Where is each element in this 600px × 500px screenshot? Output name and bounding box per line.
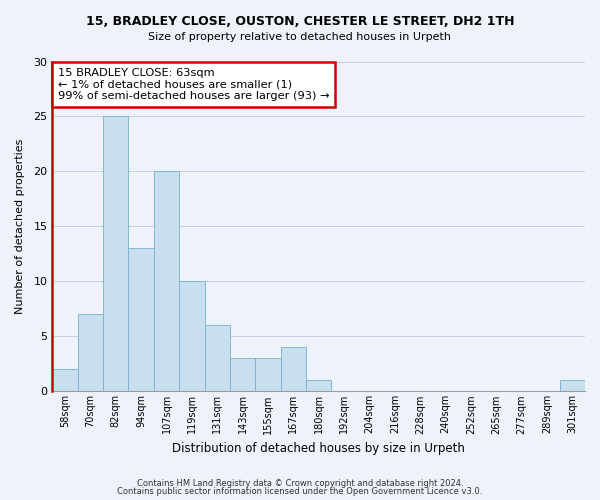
Text: Size of property relative to detached houses in Urpeth: Size of property relative to detached ho… [149,32,452,42]
Text: 15, BRADLEY CLOSE, OUSTON, CHESTER LE STREET, DH2 1TH: 15, BRADLEY CLOSE, OUSTON, CHESTER LE ST… [86,15,514,28]
Text: Contains public sector information licensed under the Open Government Licence v3: Contains public sector information licen… [118,487,482,496]
Bar [255,358,281,392]
Bar [281,348,306,392]
Bar [154,172,179,392]
Bar [560,380,585,392]
Bar [205,326,230,392]
Text: Contains HM Land Registry data © Crown copyright and database right 2024.: Contains HM Land Registry data © Crown c… [137,478,463,488]
Bar [128,248,154,392]
Bar [77,314,103,392]
Bar [179,282,205,392]
Bar [103,116,128,392]
Y-axis label: Number of detached properties: Number of detached properties [15,139,25,314]
Bar [52,370,77,392]
Bar [306,380,331,392]
Text: 15 BRADLEY CLOSE: 63sqm
← 1% of detached houses are smaller (1)
99% of semi-deta: 15 BRADLEY CLOSE: 63sqm ← 1% of detached… [58,68,329,102]
Bar [230,358,255,392]
X-axis label: Distribution of detached houses by size in Urpeth: Distribution of detached houses by size … [172,442,465,455]
